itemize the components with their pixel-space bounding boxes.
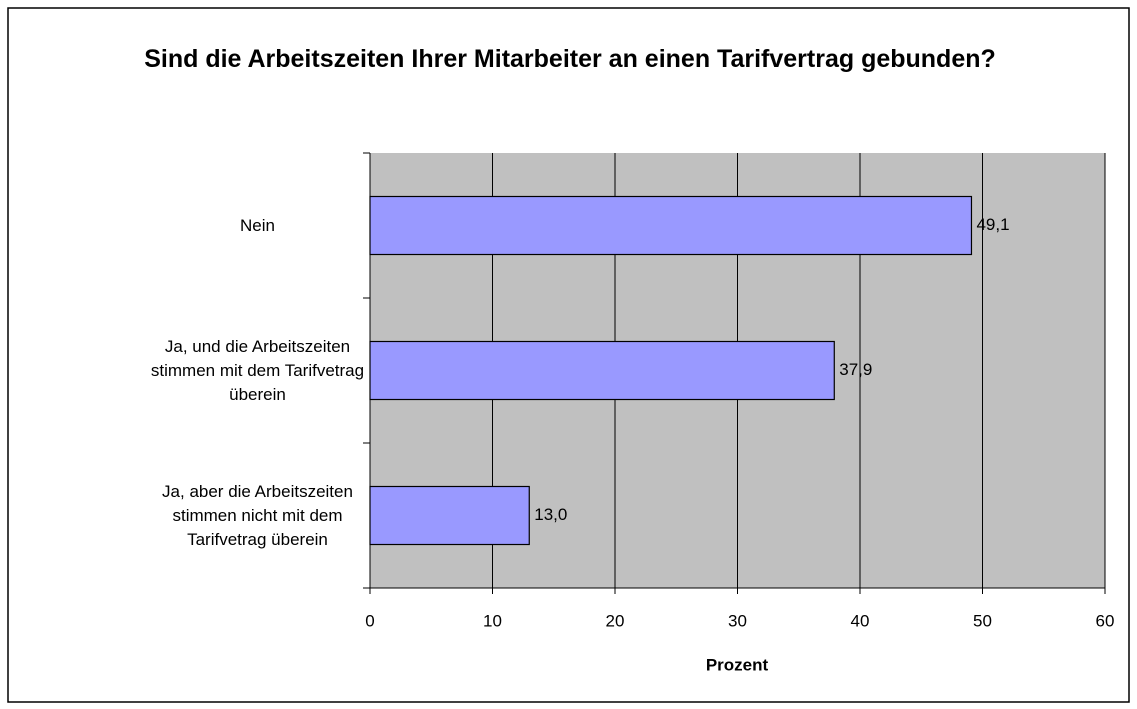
x-tick-label: 20 [606,611,625,630]
data-label: 37,9 [839,360,872,379]
x-tick-label: 0 [365,611,374,630]
y-tick-label: Ja, aber die Arbeitszeiten stimmen nicht… [162,481,353,549]
chart-title: Sind die Arbeitszeiten Ihrer Mitarbeiter… [144,45,996,73]
x-tick-label: 40 [851,611,870,630]
bar [369,195,973,256]
data-label: 13,0 [534,505,567,524]
x-tick-label: 30 [728,611,747,630]
y-tick-label: Nein [240,215,275,235]
x-tick-label: 50 [973,611,992,630]
x-tick-label: 10 [483,611,502,630]
bar [369,340,835,401]
data-label: 49,1 [976,215,1009,234]
bar [369,485,530,546]
x-axis-title: Prozent [706,655,769,674]
x-tick-label: 60 [1096,611,1115,630]
y-tick-label: Ja, und die Arbeitszeiten stimmen mit de… [150,336,365,404]
